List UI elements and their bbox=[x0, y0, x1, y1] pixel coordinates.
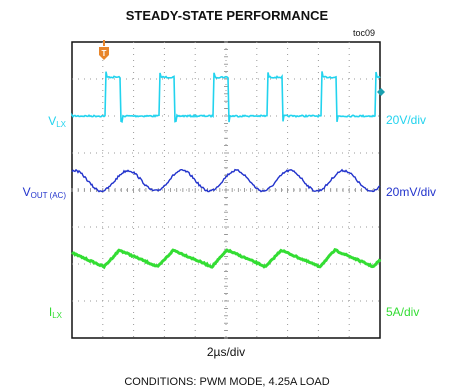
figure-id: toc09 bbox=[353, 28, 375, 38]
trace-vlx bbox=[71, 71, 381, 123]
label-ilx-sub: LX bbox=[52, 311, 62, 320]
trace-vout bbox=[71, 168, 381, 193]
scale-vlx: 20V/div bbox=[386, 113, 426, 127]
trigger-label: T bbox=[102, 49, 107, 58]
channel-offset-marker bbox=[377, 88, 385, 96]
label-vlx-sub: LX bbox=[56, 120, 66, 129]
traces bbox=[71, 71, 382, 270]
label-vlx-main: V bbox=[48, 114, 56, 128]
label-vout: VOUT (AC) bbox=[23, 185, 67, 200]
trigger-badge bbox=[99, 47, 109, 60]
label-vlx: VLX bbox=[48, 114, 66, 129]
x-axis-label: 2µs/div bbox=[207, 345, 245, 359]
scale-ilx: 5A/div bbox=[386, 305, 419, 319]
label-ilx-main: I bbox=[49, 305, 52, 319]
trigger-marker: T bbox=[99, 40, 109, 60]
label-vout-sub: OUT (AC) bbox=[31, 191, 67, 200]
scale-vout: 20mV/div bbox=[386, 185, 436, 199]
grid bbox=[71, 41, 380, 339]
label-ilx: ILX bbox=[49, 305, 63, 320]
chart-title: STEADY-STATE PERFORMANCE bbox=[126, 8, 329, 23]
label-vout-main: V bbox=[23, 185, 31, 199]
conditions-note: CONDITIONS: PWM MODE, 4.25A LOAD bbox=[124, 376, 329, 388]
trace-ilx bbox=[71, 248, 382, 270]
